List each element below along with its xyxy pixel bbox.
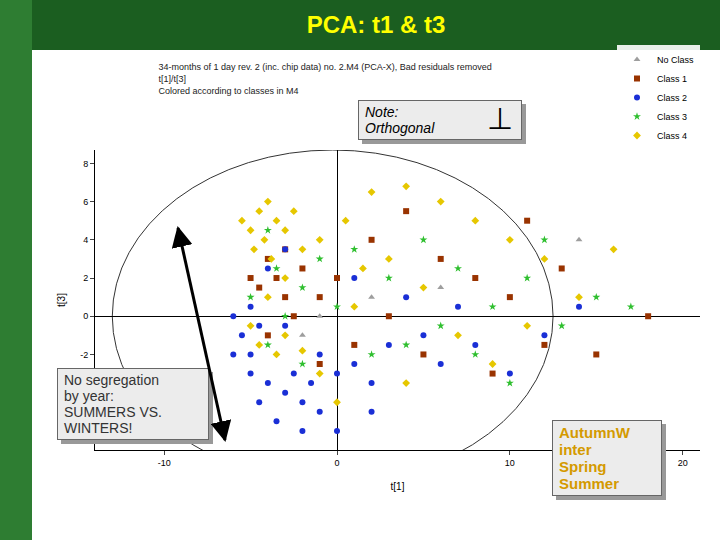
svg-text:10: 10	[505, 458, 515, 468]
html-text:Summer: Summer	[559, 475, 619, 492]
svg-text:Class 4: Class 4	[657, 131, 687, 141]
svg-text:-10: -10	[158, 458, 171, 468]
svg-text:2: 2	[83, 273, 88, 283]
svg-text:Class 2: Class 2	[657, 93, 687, 103]
svg-text:20: 20	[678, 458, 688, 468]
html-text:Note:: Note:	[365, 104, 399, 120]
svg-text:4: 4	[83, 235, 88, 245]
svg-text:6: 6	[83, 197, 88, 207]
html-text:Orthogonal: Orthogonal	[365, 120, 435, 136]
html-text:inter: inter	[559, 441, 592, 458]
svg-text:0: 0	[83, 311, 88, 321]
svg-text:Class 1: Class 1	[657, 74, 687, 84]
svg-text:0: 0	[334, 458, 339, 468]
svg-text:Class 3: Class 3	[657, 112, 687, 122]
html-text:Spring: Spring	[559, 458, 607, 475]
svg-text:t[3]: t[3]	[56, 293, 67, 307]
html-text:PCA: t1 & t3: PCA: t1 & t3	[306, 11, 446, 38]
html-text:WINTERS!: WINTERS!	[64, 420, 133, 436]
html-text:AutumnW: AutumnW	[559, 424, 630, 441]
html-text:by year:: by year:	[64, 388, 114, 404]
svg-text:No Class: No Class	[657, 55, 694, 65]
html-text:SUMMERS VS.: SUMMERS VS.	[64, 404, 162, 420]
html-text:No segregation: No segregation	[64, 372, 159, 388]
svg-text:-2: -2	[80, 350, 88, 360]
svg-text:8: 8	[83, 159, 88, 169]
svg-text:t[1]: t[1]	[391, 481, 405, 492]
svg-text:34-months of 1 day rev. 2 (inc: 34-months of 1 day rev. 2 (inc. chip dat…	[158, 62, 491, 95]
